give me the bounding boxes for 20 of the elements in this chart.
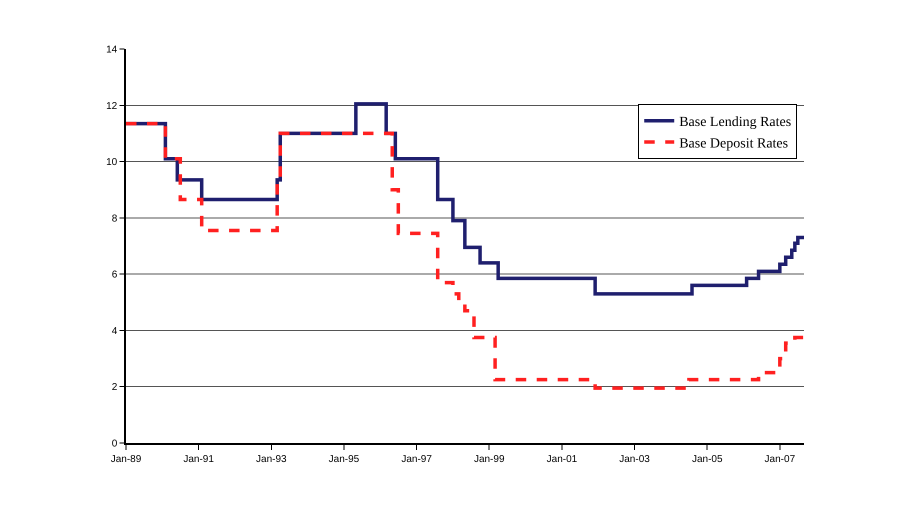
x-tick-label: Jan-07: [764, 454, 796, 465]
x-tick-label: Jan-99: [474, 454, 505, 465]
y-tick-label: 6: [112, 270, 118, 281]
y-tick-label: 10: [106, 157, 118, 168]
legend-label: Base Deposit Rates: [679, 136, 788, 152]
x-tick-label: Jan-03: [619, 454, 650, 465]
y-tick-label: 12: [106, 100, 118, 112]
y-tick-label: 14: [106, 44, 118, 56]
x-tick-label: Jan-89: [110, 454, 142, 465]
x-tick-label: Jan-91: [183, 454, 214, 465]
legend-label: Base Lending Rates: [679, 115, 792, 130]
x-tick-label: Jan-95: [328, 454, 360, 465]
x-tick-label: Jan-01: [546, 454, 578, 465]
y-tick-label: 0: [112, 438, 118, 450]
x-tick-label: Jan-05: [692, 454, 723, 465]
y-tick-label: 8: [112, 213, 118, 224]
x-tick-label: Jan-97: [401, 454, 432, 465]
y-tick-label: 4: [112, 326, 118, 337]
y-tick-label: 2: [112, 382, 118, 394]
x-tick-label: Jan-93: [256, 454, 288, 465]
